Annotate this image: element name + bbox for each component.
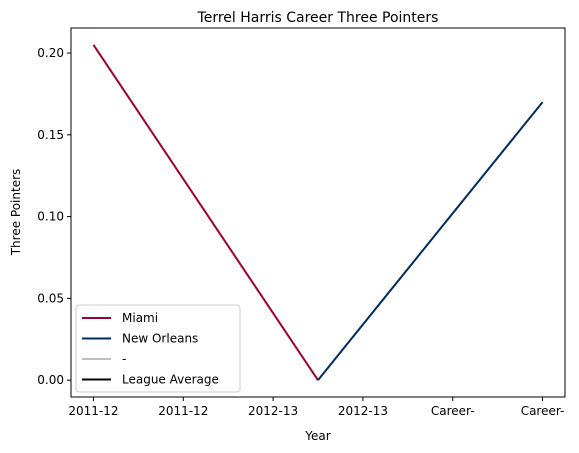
legend-label: New Orleans (122, 332, 198, 346)
chart-title: Terrel Harris Career Three Pointers (197, 10, 439, 26)
y-tick-label: 0.10 (37, 210, 64, 224)
y-tick-label: 0.20 (37, 46, 64, 60)
y-axis-ticks: 0.00 0.05 0.10 0.15 0.20 (37, 46, 71, 387)
plot-lines (92, 44, 544, 381)
x-tick-label: Career- (521, 404, 565, 418)
y-tick-label: 0.05 (37, 291, 64, 305)
x-tick-label: Career- (431, 404, 475, 418)
legend-label: - (122, 352, 126, 366)
x-axis-ticks: 2011-12 2011-12 2012-13 2012-13 Career- Caree… (68, 397, 564, 418)
series-line-0 (92, 44, 319, 381)
y-tick-label: 0.15 (37, 128, 64, 142)
plot-frame (70, 27, 566, 398)
x-tick-label: 2011-12 (68, 404, 118, 418)
x-tick-label: 2012-13 (248, 404, 298, 418)
legend-box (75, 304, 241, 393)
legend: Miami New Orleans - League Average (75, 304, 241, 393)
x-tick-label: 2011-12 (158, 404, 208, 418)
legend-label: League Average (122, 373, 219, 387)
y-tick-label: 0.00 (37, 373, 64, 387)
x-tick-label: 2012-13 (338, 404, 388, 418)
x-axis-label: Year (304, 429, 330, 443)
legend-label: Miami (122, 311, 158, 325)
series-line-1 (317, 101, 544, 381)
y-axis-label: Three Pointers (9, 169, 23, 257)
